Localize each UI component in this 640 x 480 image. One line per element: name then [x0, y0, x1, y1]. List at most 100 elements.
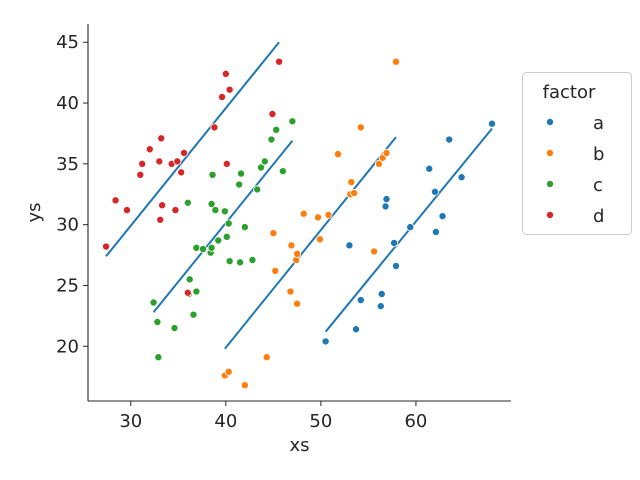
legend-marker-a — [546, 118, 555, 127]
point-a — [457, 173, 466, 182]
point-d — [218, 92, 227, 101]
point-b — [333, 150, 342, 159]
point-b — [224, 367, 233, 376]
point-d — [155, 157, 164, 166]
point-a — [406, 223, 415, 232]
point-b — [314, 213, 323, 222]
point-b — [315, 235, 324, 244]
point-b — [374, 159, 383, 168]
point-b — [356, 123, 365, 132]
y-tick-label: 35 — [56, 154, 79, 175]
point-c — [154, 353, 163, 362]
point-d — [225, 85, 234, 94]
point-b — [293, 299, 302, 308]
point-b — [324, 210, 333, 219]
point-c — [214, 236, 223, 245]
point-a — [430, 187, 439, 196]
point-c — [236, 258, 245, 267]
point-c — [257, 163, 266, 172]
y-tick-label: 25 — [56, 275, 79, 296]
legend-title: factor — [543, 82, 596, 103]
fit-line-d — [105, 41, 280, 257]
point-c — [220, 207, 229, 216]
point-d — [136, 170, 145, 179]
point-d — [157, 134, 166, 143]
legend-marker-c — [546, 179, 555, 188]
point-d — [221, 69, 230, 78]
legend-marker-d — [546, 210, 555, 219]
point-a — [390, 238, 399, 247]
point-c — [253, 185, 262, 194]
point-c — [208, 170, 217, 179]
point-c — [153, 317, 162, 326]
point-a — [431, 227, 440, 236]
point-c — [272, 125, 281, 134]
point-a — [438, 212, 447, 221]
point-c — [235, 180, 244, 189]
x-tick-label: 50 — [309, 411, 332, 432]
point-a — [381, 202, 390, 211]
legend-frame — [522, 72, 632, 235]
point-d — [145, 145, 154, 154]
point-c — [192, 287, 201, 296]
point-a — [345, 241, 354, 250]
point-b — [287, 241, 296, 250]
point-c — [288, 117, 297, 126]
point-c — [207, 199, 216, 208]
x-ticks: 30 40 50 60 — [119, 401, 427, 432]
point-a — [425, 164, 434, 173]
y-tick-label: 40 — [56, 93, 79, 114]
y-tick-label: 20 — [56, 336, 79, 357]
point-a — [321, 337, 330, 346]
point-b — [299, 209, 308, 218]
point-c — [185, 275, 194, 284]
y-tick-label: 45 — [56, 32, 79, 53]
fit-line-c — [152, 140, 294, 313]
point-a — [352, 325, 361, 334]
point-d — [102, 242, 111, 251]
point-d — [158, 201, 167, 210]
point-b — [350, 189, 359, 198]
point-d — [173, 157, 182, 166]
point-c — [207, 243, 216, 252]
point-c — [222, 232, 231, 241]
point-c — [170, 324, 179, 333]
point-c — [192, 243, 201, 252]
point-b — [240, 381, 249, 390]
point-a — [377, 289, 386, 298]
legend-label-c: c — [593, 175, 603, 196]
data-points — [102, 57, 496, 390]
point-b — [347, 178, 356, 187]
point-c — [278, 167, 287, 176]
point-b — [269, 229, 278, 238]
legend-label-b: b — [593, 144, 604, 165]
point-d — [210, 123, 219, 132]
x-axis-label: xs — [289, 435, 309, 456]
x-tick-label: 60 — [404, 411, 427, 432]
x-tick-label: 30 — [119, 411, 142, 432]
y-ticks: 20 25 30 35 40 45 — [56, 32, 88, 357]
point-b — [271, 266, 280, 275]
point-d — [171, 206, 180, 215]
point-c — [199, 244, 208, 253]
point-d — [122, 206, 131, 215]
point-d — [268, 109, 277, 118]
point-a — [382, 195, 391, 204]
point-d — [275, 57, 284, 66]
point-d — [111, 196, 120, 205]
point-a — [376, 302, 385, 311]
point-a — [487, 119, 496, 128]
y-axis-label: ys — [24, 202, 45, 222]
plot-area — [102, 41, 496, 390]
point-d — [180, 148, 189, 157]
point-b — [293, 249, 302, 258]
point-c — [267, 135, 276, 144]
axes: 30 40 50 60 20 25 30 35 40 45 xs ys — [24, 24, 511, 456]
x-tick-label: 40 — [214, 411, 237, 432]
point-c — [211, 206, 220, 215]
point-d — [183, 288, 192, 297]
legend-label-d: d — [593, 206, 604, 227]
